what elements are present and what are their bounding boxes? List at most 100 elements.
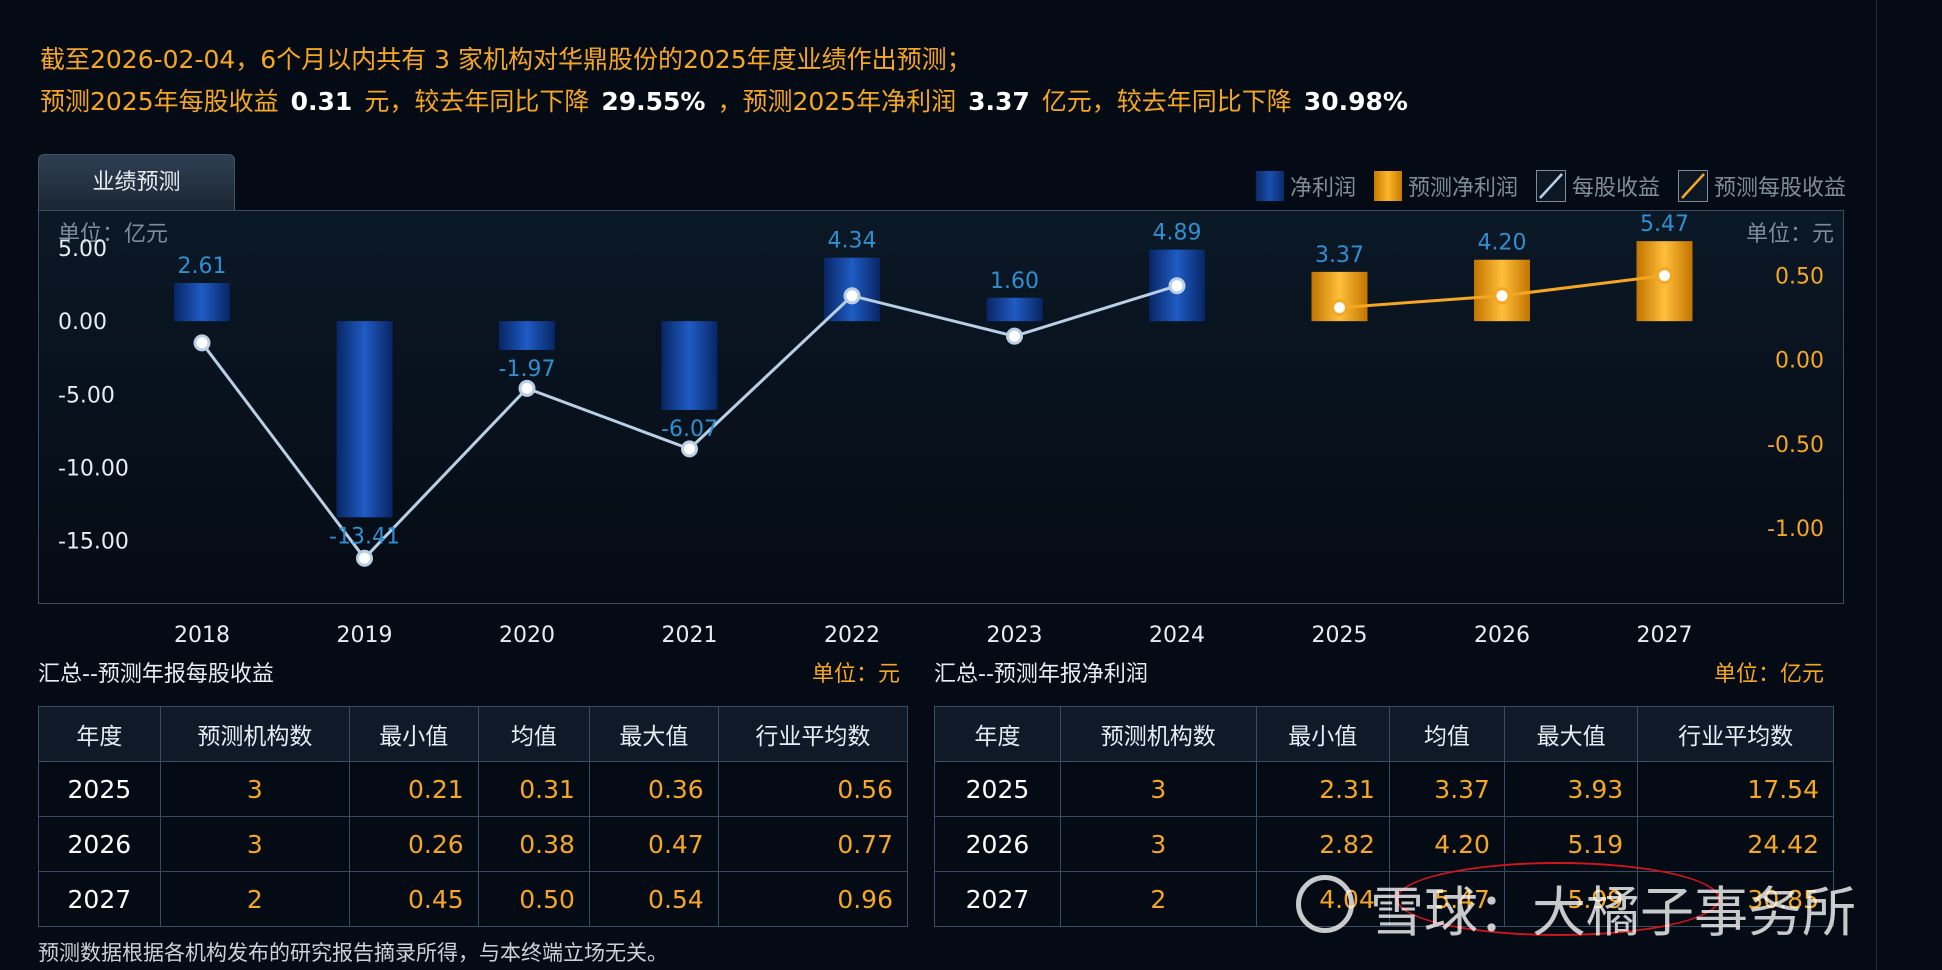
- tab-performance-forecast[interactable]: 业绩预测: [38, 154, 235, 211]
- table-row: 2026 3 2.82 4.20 5.19 24.42: [934, 816, 1834, 872]
- left-y-tick-label: -5.00: [58, 383, 115, 408]
- table-cell: 3: [1059, 761, 1257, 817]
- eps-decline-label: 元，较去年同比下降: [364, 87, 590, 116]
- table-cell: 17.54: [1637, 761, 1834, 817]
- table-cell: 2027: [38, 871, 161, 927]
- bar-value-label: 4.34: [828, 229, 877, 254]
- net-profit-bar: [499, 321, 555, 350]
- col-header: 年度: [934, 706, 1061, 762]
- eps-point: [681, 440, 698, 458]
- left-y-tick-label: -10.00: [58, 456, 129, 481]
- table-cell: 0.47: [588, 816, 719, 872]
- profit-table-unit: 单位：亿元: [1714, 662, 1825, 687]
- eps-point: [356, 549, 373, 567]
- right-y-tick-label: -1.00: [1767, 517, 1824, 542]
- table-cell: 3: [159, 816, 350, 872]
- table-header-row: 年度 预测机构数 最小值 均值 最大值 行业平均数: [38, 706, 909, 762]
- table-cell: 4.20: [1388, 816, 1505, 872]
- legend-swatch-gold: [1373, 171, 1402, 201]
- table-cell: 3.93: [1503, 761, 1639, 817]
- eps-point: [193, 334, 211, 352]
- right-y-tick-label: 0.00: [1775, 349, 1824, 374]
- table-cell: 2025: [934, 761, 1061, 817]
- col-header: 均值: [1388, 706, 1505, 762]
- table-cell: 2026: [934, 816, 1061, 872]
- xueqiu-logo-icon: [1296, 875, 1354, 933]
- table-cell: 2: [1059, 871, 1257, 927]
- net-profit-bar: [986, 297, 1043, 322]
- col-header: 最大值: [588, 706, 719, 762]
- x-tick-label: 2021: [662, 623, 718, 648]
- legend-item-forecast-profit[interactable]: 预测净利润: [1373, 170, 1518, 202]
- bar-value-label: 4.20: [1478, 231, 1527, 256]
- x-tick-label: 2024: [1149, 623, 1205, 648]
- col-header: 最小值: [1255, 706, 1390, 762]
- eps-point: [518, 379, 536, 397]
- left-y-tick-label: 5.00: [58, 237, 107, 262]
- headline-line-1: 截至2026-02-04，6个月以内共有 3 家机构对华鼎股份的2025年度业绩…: [40, 40, 972, 76]
- right-y-tick-label: -0.50: [1767, 433, 1824, 458]
- left-y-tick-label: 0.00: [58, 310, 107, 335]
- forecast-eps-point: [1656, 267, 1673, 285]
- table-cell: 24.42: [1637, 816, 1834, 872]
- table-cell: 2.82: [1255, 816, 1390, 872]
- bar-value-label: -1.97: [499, 357, 556, 382]
- x-tick-label: 2027: [1637, 623, 1693, 648]
- table-cell: 0.36: [588, 761, 719, 817]
- table-cell: 2: [159, 871, 350, 927]
- scrollbar[interactable]: [1876, 0, 1942, 970]
- table-cell: 2026: [38, 816, 161, 872]
- chart-legend: 净利润 预测净利润 每股收益 预测每股收益: [1255, 170, 1846, 202]
- bar-value-label: 1.60: [990, 269, 1039, 294]
- eps-forecast-value: 0.31: [290, 87, 353, 116]
- table-cell: 0.77: [717, 816, 909, 872]
- footnote: 预测数据根据各机构发布的研究报告摘录所得，与本终端立场无关。: [38, 941, 668, 965]
- table-cell: 3.37: [1388, 761, 1505, 817]
- table-cell: 2.31: [1255, 761, 1390, 817]
- performance-chart: 单位：亿元 单位：元 2.61 -13.41 -1.97 -6.07 4.34 1.60 4…: [58, 212, 1834, 648]
- col-header: 预测机构数: [159, 706, 350, 762]
- eps-point: [843, 287, 861, 305]
- x-tick-label: 2025: [1312, 623, 1368, 648]
- table-cell: 3: [159, 761, 350, 817]
- table-cell: 3: [1059, 816, 1257, 872]
- legend-item-forecast-eps[interactable]: 预测每股收益: [1677, 170, 1846, 202]
- col-header: 预测机构数: [1059, 706, 1257, 762]
- col-header: 行业平均数: [1637, 706, 1834, 762]
- legend-label: 净利润: [1289, 176, 1356, 201]
- net-profit-bar: [336, 321, 393, 518]
- table-row: 2027 2 0.45 0.50 0.54 0.96: [38, 871, 909, 927]
- table-row: 2026 3 0.26 0.38 0.47 0.77: [38, 816, 909, 872]
- forecast-eps-point: [1493, 287, 1511, 305]
- legend-item-eps[interactable]: 每股收益: [1535, 170, 1660, 202]
- forecast-eps-point: [1331, 299, 1348, 317]
- watermark-text: 雪球：大橘子事务所: [1370, 881, 1856, 944]
- table-cell: 0.96: [717, 871, 909, 927]
- left-y-tick-label: -15.00: [58, 530, 129, 555]
- table-header-row: 年度 预测机构数 最小值 均值 最大值 行业平均数: [934, 706, 1834, 762]
- table-cell: 0.50: [477, 871, 590, 927]
- bar-value-label: 3.37: [1315, 243, 1364, 268]
- eps-table-unit: 单位：元: [812, 662, 901, 687]
- net-profit-bar: [174, 282, 230, 322]
- headline-text-1: 截至2026-02-04，6个月以内共有 3 家机构对华鼎股份的2025年度业绩…: [40, 45, 972, 74]
- eps-point: [1168, 277, 1186, 295]
- table-cell: 2025: [38, 761, 161, 817]
- bar-value-label: -6.07: [661, 417, 718, 442]
- eps-decline-value: 29.55%: [601, 87, 706, 116]
- eps-forecast-label: 预测2025年每股收益: [40, 87, 279, 116]
- legend-label: 预测每股收益: [1713, 176, 1846, 201]
- col-header: 最小值: [348, 706, 479, 762]
- bar-value-label: 5.47: [1640, 212, 1689, 237]
- right-y-tick-label: 0.50: [1775, 265, 1824, 290]
- x-tick-label: 2020: [499, 623, 555, 648]
- left-axis-unit: 单位：亿元: [58, 222, 168, 247]
- table-cell: 0.54: [588, 871, 719, 927]
- legend-line-icon: [1535, 170, 1566, 202]
- red-circle-annotation: [1396, 862, 1720, 936]
- legend-item-net-profit[interactable]: 净利润: [1255, 170, 1356, 202]
- col-header: 最大值: [1503, 706, 1639, 762]
- profit-forecast-label: ，预测2025年净利润: [717, 87, 957, 116]
- profit-table-title: 汇总--预测年报净利润: [934, 662, 1148, 687]
- x-tick-label: 2019: [337, 623, 393, 648]
